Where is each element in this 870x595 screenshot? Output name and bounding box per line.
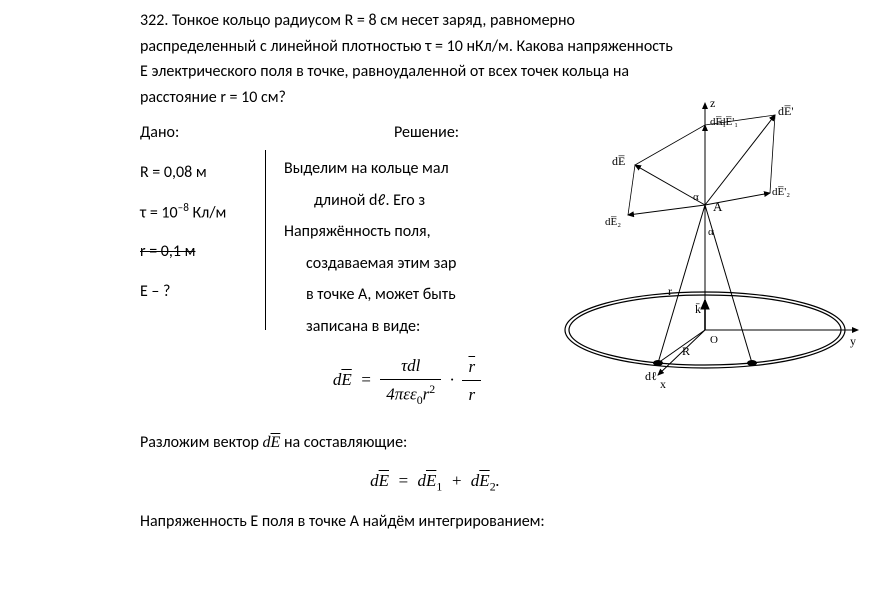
label-origin: O [710,334,718,346]
label-A: A [713,199,723,214]
var: d [417,471,426,490]
axis-label-x: x [660,377,666,391]
var: E [479,471,489,490]
ring-diagram: y x z O R dℓ k̄ r A α α dE̅ dE̅' dE̅₁ dE… [510,95,860,395]
given-block: Дано: R = 0,08 м τ = 10–8 Кл/м r = 0,1 м… [140,120,265,421]
var: d [263,434,271,451]
label-dE1p: dE̅'₁ [720,116,738,128]
given-text: τ = 10 [140,203,178,222]
label-dE2: dE̅₂ [605,216,621,228]
var: d [370,471,379,490]
given-title: Дано: [140,120,255,146]
den-sup: 2 [429,382,435,396]
var: E [426,471,436,490]
formula-2: dE = dE1 + dE2. [140,467,730,496]
given-row: E – ? [140,279,255,305]
denominator: 4πεε0r2 [380,380,441,410]
var: E [379,471,389,490]
numerator: r [462,353,481,381]
problem-line: распределенный с линейной плотностью τ =… [140,34,730,60]
problem-line: 322. Тонкое кольцо радиусом R = 8 см нес… [140,8,730,34]
given-row: r = 0,1 м [140,239,255,265]
label-k: k̄ [695,302,701,316]
text: Разложим вектор [140,433,263,452]
axis-label-z: z [710,96,715,110]
label-R: R [682,344,690,358]
given-sup: –8 [178,201,189,215]
denominator: r [462,381,481,408]
label-alpha: α [708,226,714,238]
label-dl: dℓ [645,369,657,383]
given-text: Кл/м [189,203,226,222]
sub: 1 [436,480,442,494]
label-r: r [668,284,672,298]
given-row: R = 0,08 м [140,160,255,186]
given-row: τ = 10–8 Кл/м [140,200,255,226]
numerator: τdl [380,352,441,380]
label-dEp: dE̅' [778,104,794,118]
decompose-text: Разложим вектор dE на составляющие: [140,430,730,456]
den-text: 4πεε [386,384,416,403]
axis-label-y: y [850,334,856,348]
label-dE2p: dE̅'₂ [772,186,790,198]
var: E [341,370,351,389]
var: E [271,434,281,451]
text: . [496,471,500,490]
problem-line: E электрического поля в точке, равноудал… [140,59,730,85]
text: на составляющие: [280,433,407,452]
integration-text: Напряженность E поля в точке A найдём ин… [140,509,730,535]
label-dE: dE̅ [612,154,626,168]
